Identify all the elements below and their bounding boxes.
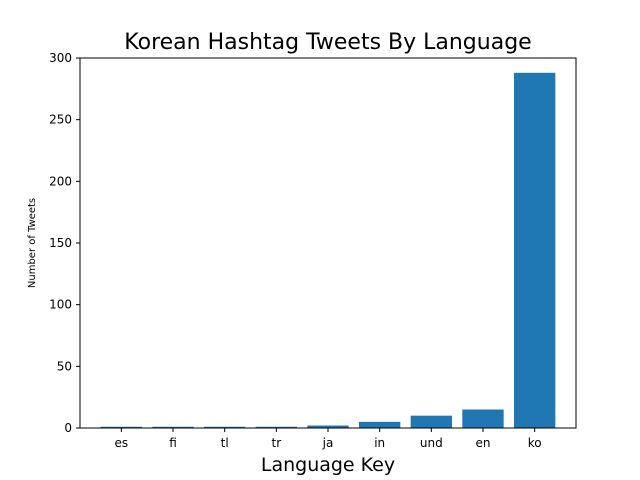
x-tick-label-ko: ko: [528, 436, 542, 450]
bar-und: [410, 415, 452, 428]
x-axis-ticks: es fi tl tr ja in und en ko: [115, 428, 542, 450]
x-tick-label-fi: fi: [169, 436, 177, 450]
y-tick-label-100: 100: [49, 298, 72, 312]
bar-fi: [152, 426, 194, 428]
x-axis-label: Language Key: [261, 454, 395, 476]
y-tick-label-150: 150: [49, 236, 72, 250]
bar-en: [462, 409, 504, 428]
x-tick-label-und: und: [420, 436, 443, 450]
y-tick-label-300: 300: [49, 51, 72, 65]
x-tick-label-in: in: [374, 436, 385, 450]
y-axis-ticks: 0 50 100 150 200 250 300: [49, 51, 80, 435]
bar-ko: [514, 72, 556, 429]
y-tick-label-200: 200: [49, 174, 72, 188]
bar-tr: [255, 426, 297, 428]
x-tick-label-tl: tl: [221, 436, 229, 450]
y-tick-label-0: 0: [64, 421, 72, 435]
chart-title: Korean Hashtag Tweets By Language: [124, 30, 531, 55]
y-tick-label-50: 50: [57, 359, 72, 373]
bar-ja: [307, 425, 349, 428]
x-tick-label-tr: tr: [272, 436, 282, 450]
bar-tl: [204, 426, 246, 428]
y-tick-label-250: 250: [49, 113, 72, 127]
y-axis-label: Number of Tweets: [27, 198, 38, 288]
x-tick-label-ja: ja: [322, 436, 334, 450]
bar-es: [100, 426, 142, 428]
bar-in: [359, 421, 401, 428]
plot-frame: [79, 57, 577, 429]
x-tick-label-es: es: [115, 436, 129, 450]
x-tick-label-en: en: [476, 436, 491, 450]
bars-group: [100, 72, 556, 429]
